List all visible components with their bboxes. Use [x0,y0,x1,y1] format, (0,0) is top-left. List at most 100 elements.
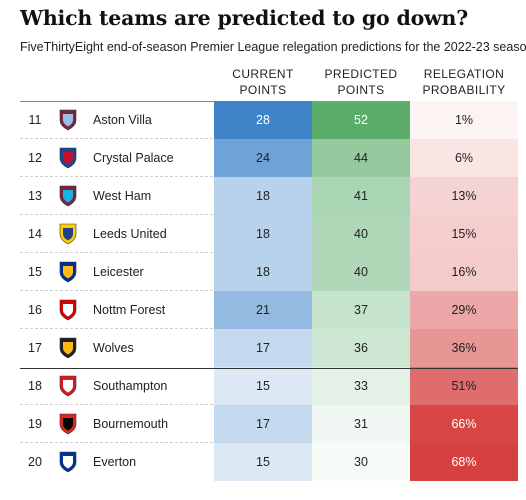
predicted-points-fill [312,367,410,405]
relegation-probability-cell: 68% [451,455,477,469]
current-points-fill [214,177,312,215]
current-points-fill [214,329,312,367]
crystal-palace-crest-icon [59,147,77,169]
predicted-points-cell: 37 [354,303,368,317]
header-relegation-probability: RELEGATION PROBABILITY [410,66,518,100]
southampton-crest-icon [59,375,77,397]
rank-cell: 20 [28,455,42,469]
rank-cell: 14 [28,227,42,241]
rank-cell: 11 [28,113,42,127]
team-name-cell: West Ham [93,189,152,203]
current-points-cell: 21 [256,303,270,317]
predicted-points-cell: 41 [354,189,368,203]
current-points-fill [214,101,312,139]
relegation-probability-cell: 15% [451,227,477,241]
team-name-cell: Bournemouth [93,417,169,431]
predicted-points-cell: 40 [354,227,368,241]
predicted-points-fill [312,177,410,215]
aston-villa-crest-icon [59,109,77,131]
relegation-probability-fill [410,215,518,253]
table-row: 19 Bournemouth 17 31 66% [20,405,518,443]
team-name-cell: Wolves [93,341,134,355]
relegation-probability-cell: 66% [451,417,477,431]
relegation-probability-fill [410,443,518,481]
current-points-fill [214,291,312,329]
leicester-crest-icon [59,261,77,283]
rank-cell: 12 [28,151,42,165]
header-probability-line1: RELEGATION [423,67,505,81]
team-name-cell: Leicester [93,265,144,279]
current-points-fill [214,405,312,443]
predicted-points-fill [312,253,410,291]
leeds-united-crest-icon [59,223,77,245]
rank-cell: 19 [28,417,42,431]
predicted-points-cell: 44 [354,151,368,165]
current-points-cell: 15 [256,379,270,393]
header-current-line2: POINTS [239,83,287,97]
current-points-cell: 15 [256,455,270,469]
predicted-points-fill [312,215,410,253]
table-row: 12 Crystal Palace 24 44 6% [20,139,518,177]
bournemouth-crest-icon [59,413,77,435]
predicted-points-cell: 36 [354,341,368,355]
current-points-fill [214,367,312,405]
header-predicted-line2: POINTS [337,83,385,97]
table-row: 14 Leeds United 18 40 15% [20,215,518,253]
table-row: 20 Everton 15 30 68% [20,443,518,481]
relegation-probability-cell: 51% [451,379,477,393]
nottm-forest-crest-icon [59,299,77,321]
current-points-fill [214,253,312,291]
team-name-cell: Crystal Palace [93,151,174,165]
team-name-cell: Everton [93,455,137,469]
current-points-cell: 17 [256,417,270,431]
current-points-fill [214,215,312,253]
relegation-probability-fill [410,367,518,405]
relegation-probability-cell: 16% [451,265,477,279]
team-name-cell: Leeds United [93,227,167,241]
predicted-points-cell: 40 [354,265,368,279]
west-ham-crest-icon [59,185,77,207]
rank-cell: 15 [28,265,42,279]
current-points-cell: 24 [256,151,270,165]
rank-cell: 13 [28,189,42,203]
table-row: 18 Southampton 15 33 51% [20,367,518,405]
current-points-cell: 18 [256,227,270,241]
relegation-probability-fill [410,405,518,443]
predicted-points-fill [312,405,410,443]
predicted-points-fill [312,291,410,329]
team-name-cell: Nottm Forest [93,303,166,317]
chart-subtitle: FiveThirtyEight end-of-season Premier Le… [20,40,526,54]
chart-title: Which teams are predicted to go down? [20,6,469,30]
current-points-cell: 28 [256,113,270,127]
predicted-points-cell: 52 [354,113,368,127]
predicted-points-fill [312,101,410,139]
rank-cell: 18 [28,379,42,393]
header-probability-line2: PROBABILITY [422,83,506,97]
header-predicted-points: PREDICTED POINTS [312,66,410,100]
rank-cell: 16 [28,303,42,317]
relegation-probability-fill [410,253,518,291]
table-row: 11 Aston Villa 28 52 1% [20,101,518,139]
current-points-cell: 18 [256,189,270,203]
prediction-table: 11 Aston Villa 28 52 1% 12 Crystal Palace 24 44 6… [20,101,518,482]
current-points-fill [214,443,312,481]
team-name-cell: Southampton [93,379,168,393]
relegation-probability-fill [410,139,518,177]
relegation-probability-cell: 1% [454,113,474,127]
relegation-probability-fill [410,177,518,215]
current-points-fill [214,139,312,177]
rank-cell: 17 [28,341,42,355]
table-row: 13 West Ham 18 41 13% [20,177,518,215]
relegation-probability-cell: 36% [451,341,477,355]
table-row: 15 Leicester 18 40 16% [20,253,518,291]
header-current-points: CURRENT POINTS [214,66,312,100]
current-points-cell: 18 [256,265,270,279]
relegation-probability-cell: 6% [454,151,474,165]
relegation-probability-fill [410,329,518,367]
header-current-line1: CURRENT [232,67,294,81]
table-row: 16 Nottm Forest 21 37 29% [20,291,518,329]
predicted-points-cell: 31 [354,417,368,431]
relegation-probability-cell: 29% [451,303,477,317]
predicted-points-cell: 33 [354,379,368,393]
relegation-probability-fill [410,101,518,139]
